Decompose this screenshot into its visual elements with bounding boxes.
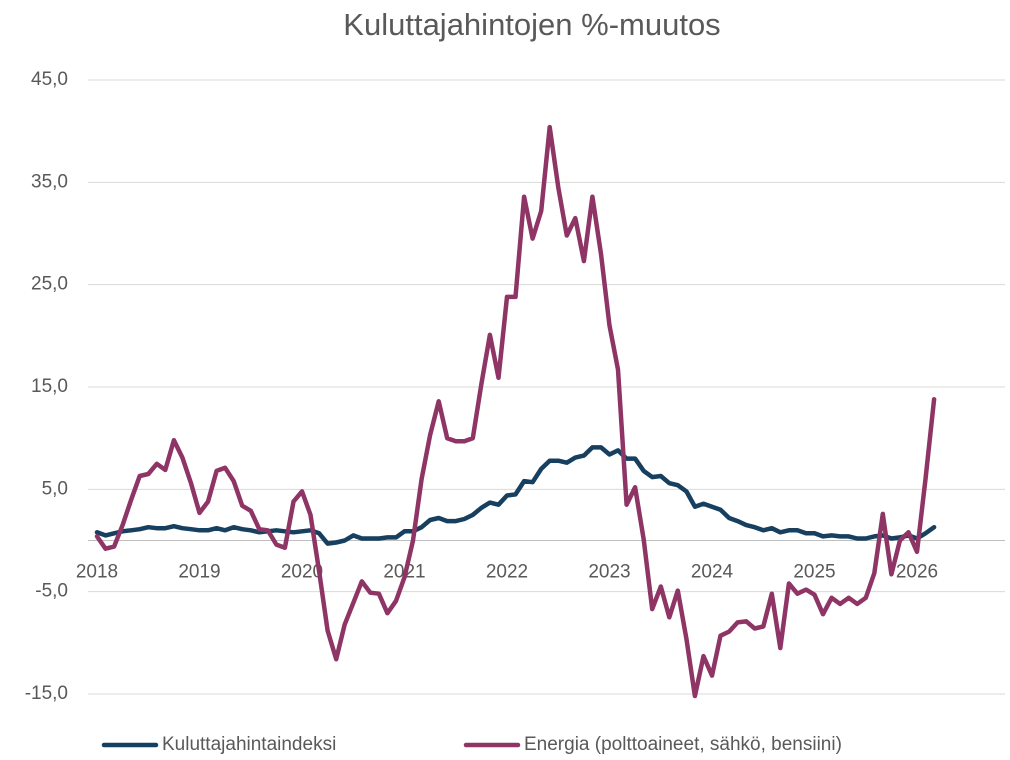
x-tick-label: 2025: [793, 562, 835, 583]
y-tick-label: 25,0: [31, 274, 68, 295]
x-tick-label: 2020: [281, 562, 323, 583]
y-tick-label: 45,0: [31, 69, 68, 90]
x-tick-label: 2026: [896, 562, 938, 583]
x-tick-label: 2022: [486, 562, 528, 583]
y-tick-label: 15,0: [31, 376, 68, 397]
y-tick-label: -15,0: [25, 683, 68, 704]
data-line: [94, 445, 937, 546]
data-line: [94, 124, 937, 699]
y-tick-label: 35,0: [31, 171, 68, 192]
y-tick-label: -5,0: [35, 581, 68, 602]
x-tick-label: 2018: [76, 562, 118, 583]
legend-label: Energia (polttoaineet, sähkö, bensiini): [524, 734, 842, 755]
y-tick-label: 5,0: [42, 478, 68, 499]
legend-label: Kuluttajahintaindeksi: [162, 734, 336, 755]
x-tick-label: 2019: [178, 562, 220, 583]
chart-title: Kuluttajahintojen %-muutos: [343, 7, 720, 42]
x-tick-label: 2024: [691, 562, 734, 583]
x-tick-label: 2023: [588, 562, 630, 583]
